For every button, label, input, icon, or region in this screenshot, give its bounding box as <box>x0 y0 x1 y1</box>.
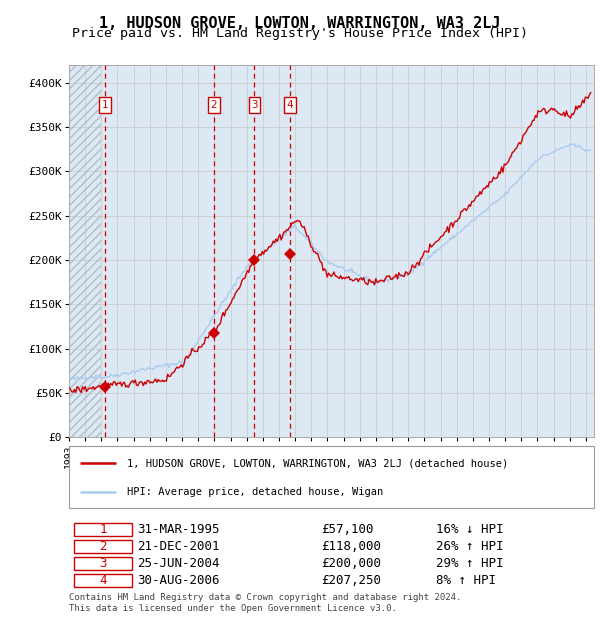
Text: 31-MAR-1995: 31-MAR-1995 <box>137 523 220 536</box>
Text: 1, HUDSON GROVE, LOWTON, WARRINGTON, WA3 2LJ (detached house): 1, HUDSON GROVE, LOWTON, WARRINGTON, WA3… <box>127 458 508 468</box>
Text: 1: 1 <box>100 523 107 536</box>
Text: 25-JUN-2004: 25-JUN-2004 <box>137 557 220 570</box>
FancyBboxPatch shape <box>74 539 132 553</box>
Text: 3: 3 <box>100 557 107 570</box>
Text: £200,000: £200,000 <box>321 557 381 570</box>
Text: HPI: Average price, detached house, Wigan: HPI: Average price, detached house, Wiga… <box>127 487 383 497</box>
FancyBboxPatch shape <box>74 523 132 536</box>
Text: 26% ↑ HPI: 26% ↑ HPI <box>437 540 504 553</box>
Text: Price paid vs. HM Land Registry's House Price Index (HPI): Price paid vs. HM Land Registry's House … <box>72 27 528 40</box>
Bar <box>69 65 101 437</box>
Text: 1, HUDSON GROVE, LOWTON, WARRINGTON, WA3 2LJ: 1, HUDSON GROVE, LOWTON, WARRINGTON, WA3… <box>99 16 501 30</box>
FancyBboxPatch shape <box>69 446 594 508</box>
Text: 4: 4 <box>100 574 107 587</box>
Text: £207,250: £207,250 <box>321 574 381 587</box>
Text: 1: 1 <box>102 100 109 110</box>
Text: 29% ↑ HPI: 29% ↑ HPI <box>437 557 504 570</box>
FancyBboxPatch shape <box>74 574 132 587</box>
Text: 4: 4 <box>286 100 293 110</box>
Text: 2: 2 <box>211 100 217 110</box>
Text: Contains HM Land Registry data © Crown copyright and database right 2024.
This d: Contains HM Land Registry data © Crown c… <box>69 593 461 613</box>
Text: 21-DEC-2001: 21-DEC-2001 <box>137 540 220 553</box>
Text: 2: 2 <box>100 540 107 553</box>
Text: 8% ↑ HPI: 8% ↑ HPI <box>437 574 497 587</box>
Text: £57,100: £57,100 <box>321 523 373 536</box>
Text: 3: 3 <box>251 100 258 110</box>
Text: £118,000: £118,000 <box>321 540 381 553</box>
FancyBboxPatch shape <box>74 557 132 570</box>
Bar <box>69 65 101 437</box>
Text: 16% ↓ HPI: 16% ↓ HPI <box>437 523 504 536</box>
Text: 30-AUG-2006: 30-AUG-2006 <box>137 574 220 587</box>
